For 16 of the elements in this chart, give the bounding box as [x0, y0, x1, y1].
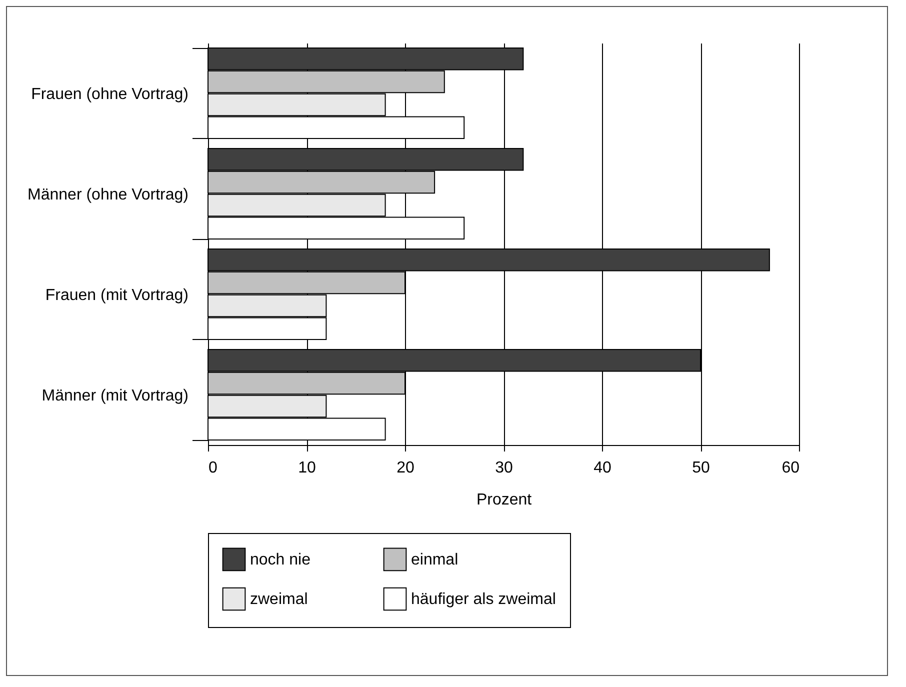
x-tick-label: 50 [692, 460, 710, 476]
legend-label: einmal [411, 551, 458, 568]
y-tick-label: Männer (mit Vortrag) [42, 387, 188, 404]
x-axis-title: Prozent [476, 492, 532, 508]
y-tick-label: Frauen (ohne Vortrag) [31, 86, 188, 103]
x-tick-label: 40 [594, 460, 612, 476]
y-tick-label: Frauen (mit Vortrag) [45, 286, 188, 304]
legend-label: häufiger als zweimal [411, 591, 556, 608]
x-tick-label: 60 [782, 460, 800, 476]
x-tick-label: 0 [208, 460, 218, 476]
legend-label: zweimal [250, 591, 308, 608]
y-tick-label: Männer (ohne Vortrag) [28, 186, 188, 204]
x-tick-label: 10 [298, 460, 316, 476]
x-tick-label: 30 [495, 460, 513, 476]
x-tick-label: 20 [396, 460, 414, 476]
legend-label: noch nie [250, 551, 311, 568]
